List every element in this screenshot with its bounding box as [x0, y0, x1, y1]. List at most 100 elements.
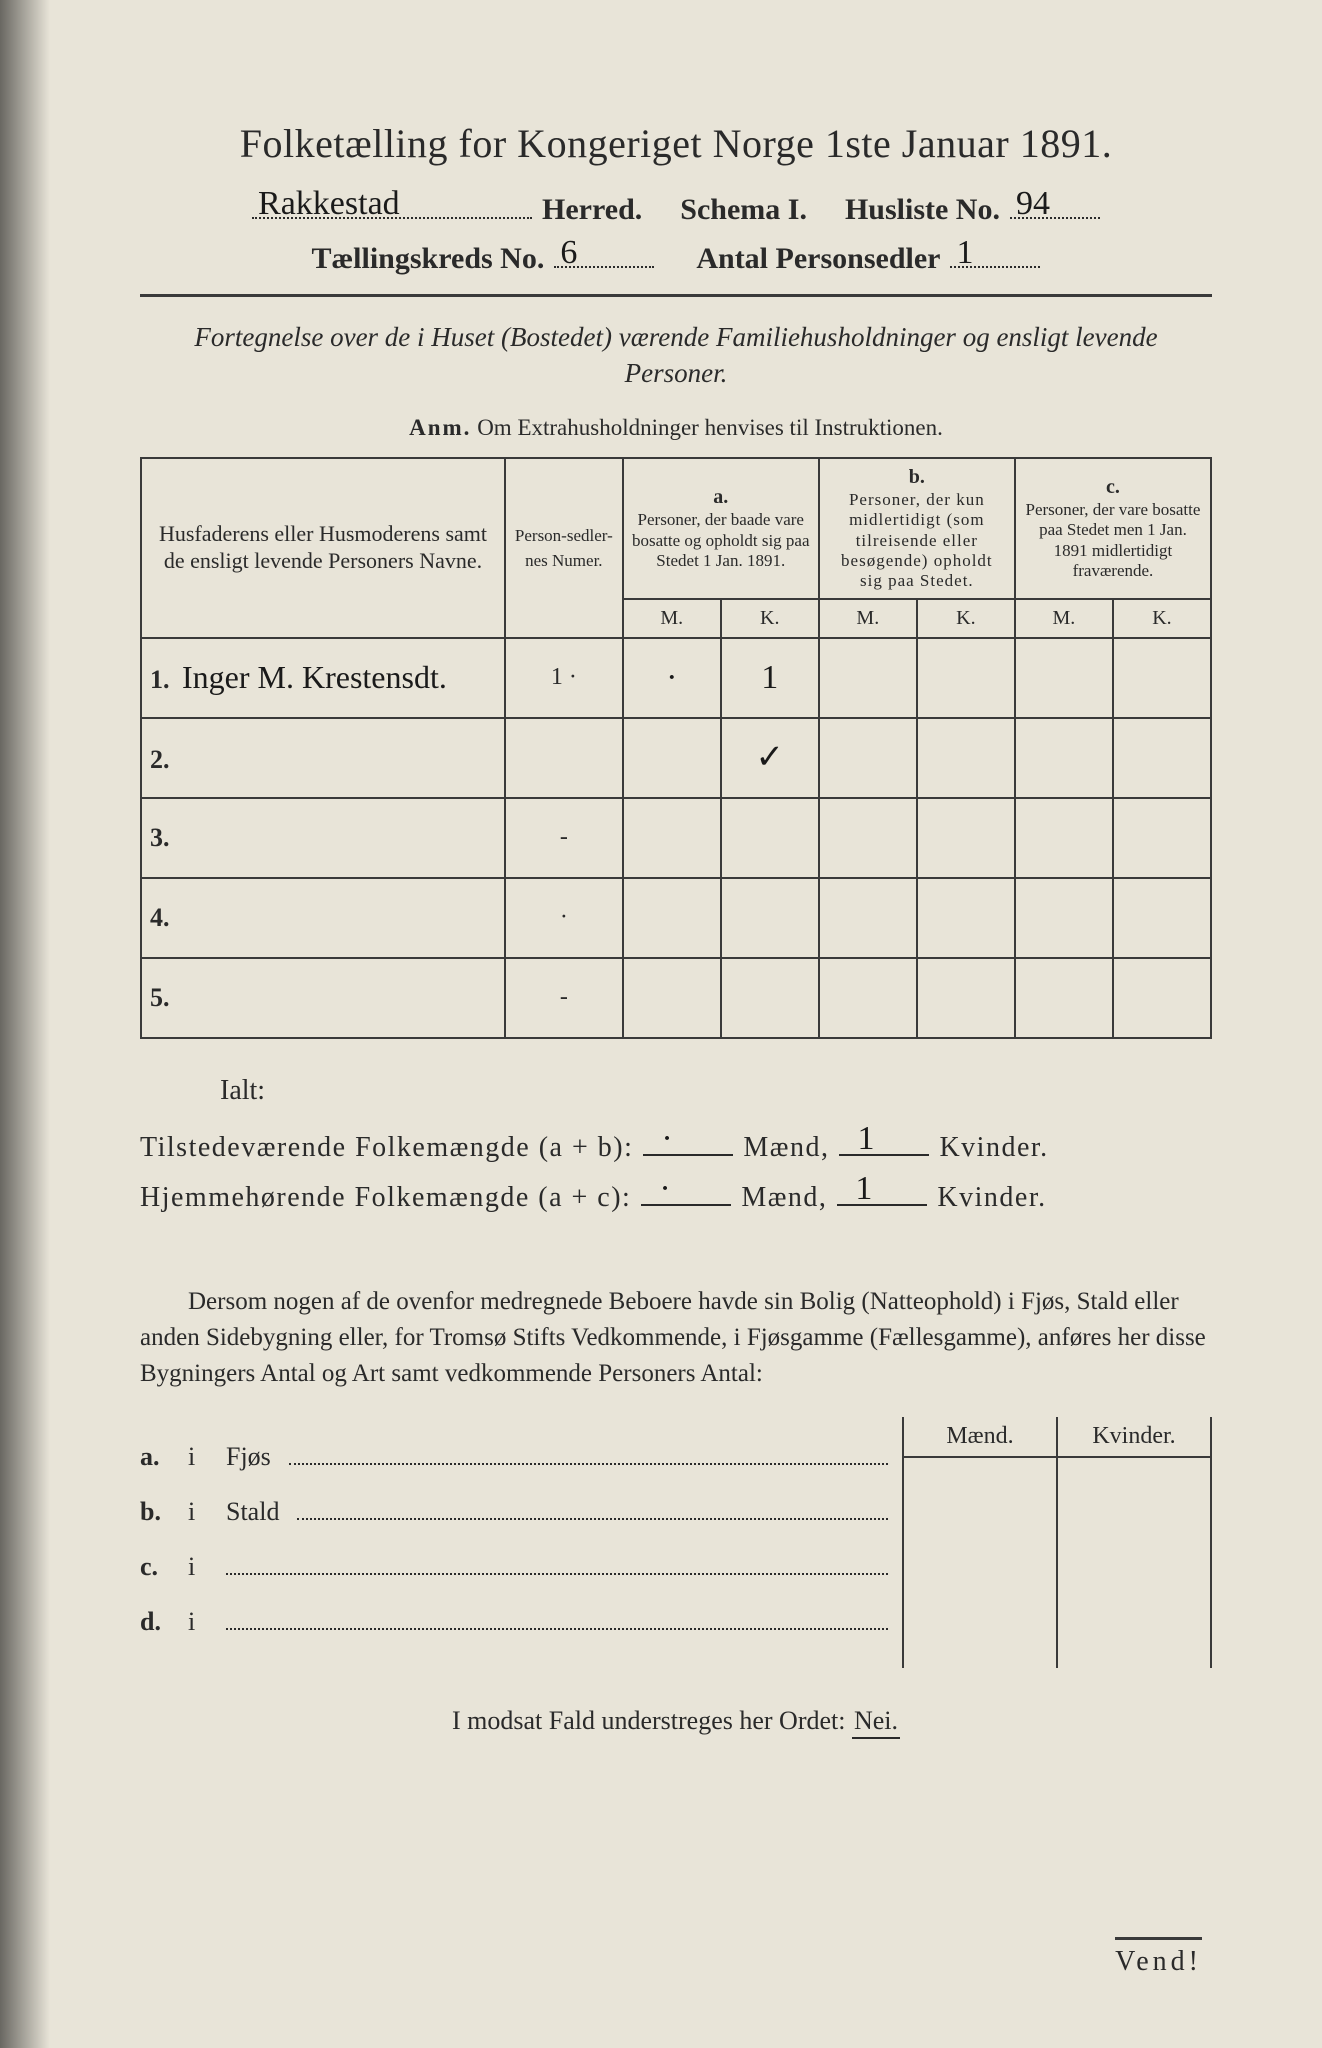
- name-cell: 3.: [141, 798, 505, 878]
- outbuilding-list: a. i Fjøs b. i Stald c. i d. i: [140, 1417, 888, 1657]
- census-form-page: Folketælling for Kongeriget Norge 1ste J…: [0, 0, 1322, 2048]
- b-m: M.: [819, 599, 917, 638]
- page-title: Folketælling for Kongeriget Norge 1ste J…: [140, 120, 1212, 167]
- val-cell: 1: [721, 638, 819, 718]
- husliste-label: Husliste No.: [845, 193, 1000, 227]
- outbuilding-block: a. i Fjøs b. i Stald c. i d. i: [140, 1417, 1212, 1668]
- list-item: c. i: [140, 1547, 888, 1582]
- list-item: a. i Fjøs: [140, 1437, 888, 1472]
- name-cell: 4.: [141, 878, 505, 958]
- table-row: 2. ✓: [141, 718, 1211, 798]
- outbuilding-paragraph: Dersom nogen af de ovenfor medregnede Be…: [140, 1284, 1212, 1393]
- totals-line-present: Tilstedeværende Folkemængde (a + b): · M…: [140, 1125, 1212, 1164]
- val-cell: [1113, 798, 1211, 878]
- maend-label: Mænd,: [743, 1132, 829, 1164]
- totals-line-resident: Hjemmehørende Folkemængde (a + c): · Mæn…: [140, 1174, 1212, 1213]
- num-cell: -: [505, 798, 623, 878]
- val-cell: [1113, 878, 1211, 958]
- table-body: 1. Inger M. Krestensdt. 1 · · 1 2. ✓: [141, 638, 1211, 1038]
- antal-field: 1: [950, 235, 1040, 269]
- table-row: 1. Inger M. Krestensdt. 1 · · 1: [141, 638, 1211, 718]
- list-item: b. i Stald: [140, 1492, 888, 1527]
- val-cell: [819, 638, 917, 718]
- kreds-label: Tællingskreds No.: [312, 242, 545, 276]
- rule-1: [140, 294, 1212, 297]
- table-head: Husfaderens eller Husmoderens samt de en…: [141, 458, 1211, 638]
- kvinder-col: [1056, 1458, 1212, 1668]
- val-cell: [623, 718, 721, 798]
- num-cell: 1 ·: [505, 638, 623, 718]
- val-cell: [917, 798, 1015, 878]
- val-cell: [1113, 958, 1211, 1038]
- val-cell: [623, 958, 721, 1038]
- val-cell: [623, 878, 721, 958]
- num-cell: ·: [505, 878, 623, 958]
- totals-block: Ialt: Tilstedeværende Folkemængde (a + b…: [140, 1075, 1212, 1214]
- herred-value: Rakkestad: [258, 187, 400, 221]
- val-cell: [721, 958, 819, 1038]
- val-cell: [1015, 958, 1113, 1038]
- val-cell: [1015, 878, 1113, 958]
- num-cell: [505, 718, 623, 798]
- col-c-header: c. Personer, der vare bosatte paa Stedet…: [1015, 458, 1211, 599]
- val-cell: [917, 718, 1015, 798]
- present-k-field: 1: [839, 1125, 929, 1156]
- col-a-header: a. Personer, der baade vare bosatte og o…: [623, 458, 819, 599]
- val-cell: [819, 958, 917, 1038]
- val-cell: ✓: [721, 718, 819, 798]
- val-cell: [917, 878, 1015, 958]
- c-k: K.: [1113, 599, 1211, 638]
- name-cell: 1. Inger M. Krestensdt.: [141, 638, 505, 718]
- table-row: 5. -: [141, 958, 1211, 1038]
- herred-label: Herred.: [542, 193, 642, 227]
- kvinder-label: Kvinder.: [937, 1182, 1046, 1214]
- mk-header: Mænd. Kvinder.: [902, 1417, 1212, 1458]
- name-cell: 2.: [141, 718, 505, 798]
- kvinder-label: Kvinder.: [939, 1132, 1048, 1164]
- name-cell: 5.: [141, 958, 505, 1038]
- val-cell: [623, 798, 721, 878]
- c-m: M.: [1015, 599, 1113, 638]
- val-cell: [1113, 718, 1211, 798]
- col-name-header: Husfaderens eller Husmoderens samt de en…: [141, 458, 505, 638]
- husliste-field: 94: [1010, 185, 1100, 219]
- val-cell: [1015, 638, 1113, 718]
- maend-col: [902, 1458, 1056, 1668]
- nei-word: Nei.: [852, 1706, 900, 1739]
- census-table: Husfaderens eller Husmoderens samt de en…: [140, 457, 1212, 1039]
- a-m: M.: [623, 599, 721, 638]
- herred-field: Rakkestad: [252, 185, 532, 219]
- val-cell: [1015, 798, 1113, 878]
- table-row: 4. ·: [141, 878, 1211, 958]
- col-num-header: Person-sedler-nes Numer.: [505, 458, 623, 638]
- schema-label: Schema I.: [680, 193, 807, 227]
- val-cell: [917, 958, 1015, 1038]
- mk-columns: Mænd. Kvinder.: [902, 1417, 1212, 1668]
- a-k: K.: [721, 599, 819, 638]
- nei-line: I modsat Fald understreges her Ordet: Ne…: [140, 1706, 1212, 1736]
- b-k: K.: [917, 599, 1015, 638]
- table-row: 3. -: [141, 798, 1211, 878]
- val-cell: [819, 878, 917, 958]
- val-cell: [819, 718, 917, 798]
- resident-m-field: ·: [641, 1174, 731, 1205]
- num-cell: -: [505, 958, 623, 1038]
- dot-leader: [289, 1437, 888, 1465]
- kreds-value: 6: [560, 236, 577, 270]
- present-m-field: ·: [643, 1125, 733, 1156]
- ialt-label: Ialt:: [220, 1075, 1212, 1107]
- subtitle: Fortegnelse over de i Huset (Bostedet) v…: [170, 319, 1182, 392]
- header-row-2: Tællingskreds No. 6 Antal Personsedler 1: [140, 235, 1212, 277]
- mk-body: [902, 1458, 1212, 1668]
- anm-text: Om Extrahusholdninger henvises til Instr…: [477, 415, 943, 440]
- val-cell: [917, 638, 1015, 718]
- maend-label: Mænd,: [741, 1182, 827, 1214]
- anm-label: Anm.: [409, 415, 471, 440]
- col-b-header: b. Personer, der kun midlertidigt (som t…: [819, 458, 1015, 599]
- resident-k-field: 1: [837, 1174, 927, 1205]
- val-cell: ·: [623, 638, 721, 718]
- antal-value: 1: [956, 236, 973, 270]
- anm-line: Anm. Om Extrahusholdninger henvises til …: [140, 415, 1212, 441]
- dot-leader: [297, 1492, 888, 1520]
- val-cell: [721, 798, 819, 878]
